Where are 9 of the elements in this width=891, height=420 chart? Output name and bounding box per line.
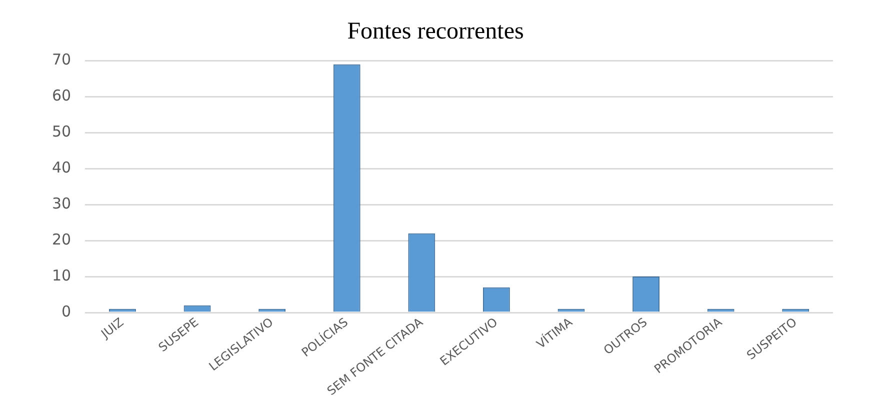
y-tick-label: 60: [52, 86, 72, 105]
y-tick-label: 50: [52, 122, 72, 141]
y-tick-label: 30: [52, 194, 72, 213]
y-tick-label: 0: [62, 302, 72, 320]
y-tick-label: 10: [52, 266, 72, 284]
y-tick-label: 70: [52, 50, 72, 69]
chart-title: Fontes recorrentes: [347, 18, 524, 45]
y-tick-label: 40: [52, 158, 72, 177]
y-tick-label: 20: [52, 230, 72, 248]
